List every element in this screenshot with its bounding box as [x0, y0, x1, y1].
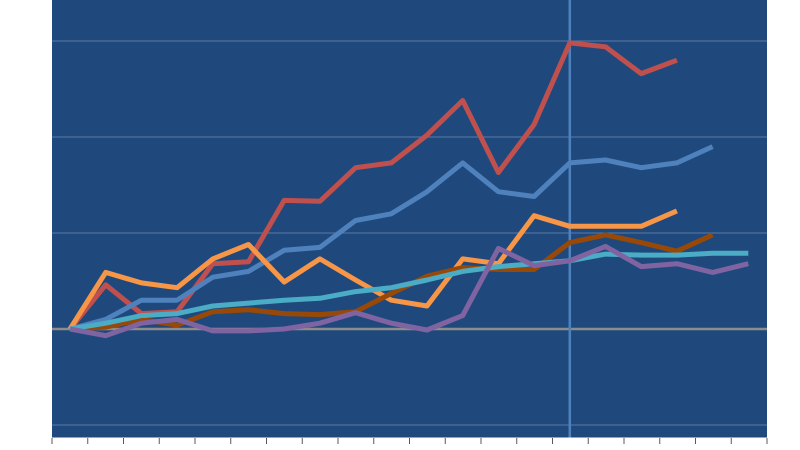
series-line-6 — [69, 243, 749, 339]
series-layer — [67, 40, 749, 339]
x-axis — [51, 437, 768, 444]
series-line-5 — [69, 250, 749, 332]
series-line-4 — [69, 232, 714, 332]
gridlines — [52, 40, 767, 426]
series-line-2 — [69, 144, 714, 332]
